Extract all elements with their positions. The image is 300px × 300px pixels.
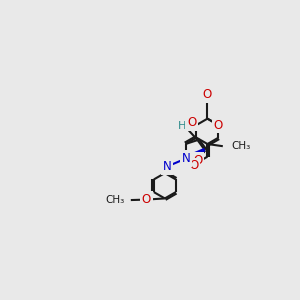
Text: N: N: [182, 152, 190, 165]
Text: CH₃: CH₃: [232, 141, 251, 151]
Text: H: H: [178, 121, 187, 131]
Text: O: O: [193, 154, 202, 167]
Text: O: O: [142, 193, 151, 206]
Text: O: O: [189, 159, 199, 172]
Text: O: O: [203, 88, 212, 101]
Text: O: O: [214, 118, 223, 131]
Text: N: N: [163, 160, 172, 173]
Text: O: O: [187, 116, 196, 129]
Text: CH₃: CH₃: [106, 195, 125, 205]
